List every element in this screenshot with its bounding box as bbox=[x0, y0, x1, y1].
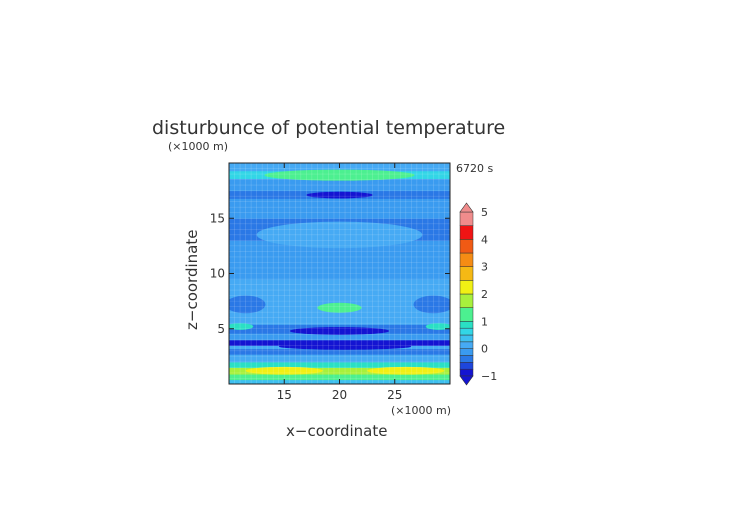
colorbar-tick-label: 0 bbox=[481, 343, 488, 356]
time-label: 6720 s bbox=[456, 162, 493, 175]
colorbar-level-13 bbox=[459, 239, 474, 254]
heatmap-blob-3 bbox=[317, 302, 362, 313]
heatmap-band-2 bbox=[229, 367, 450, 375]
heatmap-band-18 bbox=[229, 178, 450, 192]
heatmap-blob-10 bbox=[245, 366, 323, 375]
heatmap-band-3 bbox=[229, 361, 450, 368]
y-axis-ticks: 5 10 15 bbox=[210, 211, 450, 336]
x-tick-label: 15 bbox=[277, 388, 292, 402]
heatmap-blob-1 bbox=[306, 191, 373, 199]
grid-overlay bbox=[229, 163, 450, 384]
heatmap-band-10 bbox=[229, 312, 450, 325]
colorbar-level-0 bbox=[459, 368, 474, 377]
colorbar-level-2 bbox=[459, 355, 474, 363]
colorbar-tick-label: −1 bbox=[481, 370, 497, 383]
colorbar-level-15 bbox=[459, 211, 474, 226]
y-tick-label: 15 bbox=[210, 211, 225, 225]
heatmap-band-1 bbox=[229, 374, 450, 381]
heatmap-blob-11 bbox=[367, 366, 445, 375]
colorbar: −1 0 1 2 3 4 5 bbox=[459, 202, 497, 386]
colorbar-min-extend bbox=[459, 375, 474, 386]
heatmap-blob-7 bbox=[413, 295, 450, 314]
x-unit-label: (×1000 m) bbox=[391, 404, 451, 417]
colorbar-level-6 bbox=[459, 327, 474, 336]
heatmap-band-8 bbox=[229, 333, 450, 341]
y-axis-label: z−coordinate bbox=[183, 230, 201, 330]
colorbar-tick-label: 5 bbox=[481, 206, 488, 219]
colorbar-level-9 bbox=[459, 293, 474, 308]
colorbar-level-1 bbox=[459, 362, 474, 370]
heatmap-layer bbox=[229, 163, 450, 384]
heatmap-band-4 bbox=[229, 354, 450, 363]
colorbar-level-10 bbox=[459, 280, 474, 295]
y-tick-label: 10 bbox=[210, 267, 225, 281]
y-tick-label: 5 bbox=[217, 322, 225, 336]
x-tick-label: 25 bbox=[387, 388, 402, 402]
colorbar-tick-label: 4 bbox=[481, 233, 488, 246]
plot-area bbox=[228, 162, 451, 385]
colorbar-level-4 bbox=[459, 341, 474, 349]
colorbar-level-12 bbox=[459, 252, 474, 267]
heatmap-blob-8 bbox=[229, 323, 254, 330]
colorbar-tick-label: 1 bbox=[481, 315, 488, 328]
colorbar-level-11 bbox=[459, 266, 474, 281]
x-tick-label: 20 bbox=[332, 388, 347, 402]
colorbar-level-7 bbox=[459, 321, 474, 329]
heatmap-blob-2 bbox=[256, 221, 423, 249]
heatmap-blob-6 bbox=[229, 295, 266, 314]
colorbar-level-3 bbox=[459, 348, 474, 356]
chart-title: disturbunce of potential temperature bbox=[152, 117, 505, 139]
heatmap-blob-9 bbox=[425, 323, 450, 330]
heatmap-band-13 bbox=[229, 256, 450, 280]
heatmap-band-7 bbox=[229, 339, 450, 346]
colorbar-tick-label: 3 bbox=[481, 261, 488, 274]
x-axis-label: x−coordinate bbox=[286, 422, 387, 440]
colorbar-level-14 bbox=[459, 225, 474, 240]
y-unit-label: (×1000 m) bbox=[168, 140, 228, 153]
colorbar-level-8 bbox=[459, 307, 474, 322]
heatmap-band-12 bbox=[229, 279, 450, 302]
colorbar-level-5 bbox=[459, 334, 474, 343]
heatmap-band-16 bbox=[229, 198, 450, 219]
heatmap-band-5 bbox=[229, 348, 450, 355]
x-axis-ticks: 15 20 25 bbox=[277, 163, 402, 402]
colorbar-max-extend bbox=[459, 202, 474, 213]
heatmap-blob-4 bbox=[289, 327, 390, 335]
colorbar-tick-label: 2 bbox=[481, 288, 488, 301]
heatmap-blob-5 bbox=[278, 343, 412, 350]
heatmap-blob-0 bbox=[264, 169, 415, 181]
